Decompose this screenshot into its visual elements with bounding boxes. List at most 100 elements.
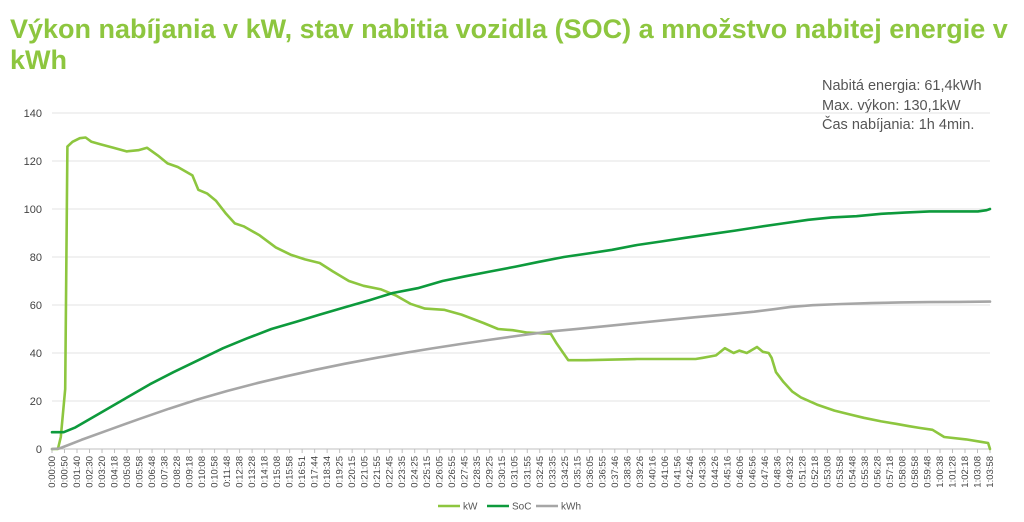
x-tick-label: 0:13:28 [247, 456, 258, 488]
x-tick-label: 0:09:18 [185, 456, 196, 488]
y-tick-label: 40 [30, 348, 42, 360]
x-tick-label: 0:45:16 [722, 456, 733, 488]
x-axis: 0:00:00 0:00:50 0:01:40 0:02:30 0:03:20 0:04:… [47, 449, 996, 488]
x-tick-label: 1:03:58 [985, 456, 996, 488]
y-tick-label: 140 [24, 108, 42, 120]
series-line-kw [50, 136, 992, 451]
x-tick-label: 0:06:48 [147, 456, 158, 488]
x-tick-label: 0:49:32 [785, 456, 796, 488]
x-tick-label: 0:47:46 [760, 456, 771, 488]
x-tick-label: 0:22:45 [385, 456, 396, 488]
x-tick-label: 0:42:46 [685, 456, 696, 488]
x-tick-label: 0:17:44 [310, 456, 321, 488]
x-tick-label: 0:59:48 [922, 456, 933, 488]
x-tick-label: 0:31:05 [510, 456, 521, 488]
y-tick-label: 100 [24, 204, 42, 216]
x-tick-label: 1:02:18 [960, 456, 971, 488]
series-line-kwh [50, 300, 992, 451]
x-tick-label: 0:27:45 [460, 456, 471, 488]
x-tick-label: 0:21:05 [360, 456, 371, 488]
x-tick-label: 0:10:08 [197, 456, 208, 488]
x-tick-label: 1:00:38 [935, 456, 946, 488]
legend-label-kw: kW [463, 502, 478, 513]
legend: kW SoC kWh [438, 502, 581, 513]
x-tick-label: 0:34:25 [560, 456, 571, 488]
x-tick-label: 0:12:38 [235, 456, 246, 488]
x-tick-label: 0:10:58 [210, 456, 221, 488]
x-tick-label: 0:05:08 [122, 456, 133, 488]
x-tick-label: 0:41:56 [672, 456, 683, 488]
x-tick-label: 0:15:58 [285, 456, 296, 488]
x-tick-label: 0:57:18 [885, 456, 896, 488]
x-tick-label: 0:33:35 [547, 456, 558, 488]
legend-label-kwh: kWh [561, 502, 581, 513]
x-tick-label: 0:03:20 [97, 456, 108, 488]
x-tick-label: 0:21:55 [372, 456, 383, 488]
x-tick-label: 0:30:15 [497, 456, 508, 488]
x-tick-label: 0:41:06 [660, 456, 671, 488]
y-tick-label: 20 [30, 396, 42, 408]
x-tick-label: 0:43:36 [697, 456, 708, 488]
x-tick-label: 0:31:55 [522, 456, 533, 488]
x-tick-label: 0:38:36 [622, 456, 633, 488]
x-tick-label: 0:46:06 [735, 456, 746, 488]
x-tick-label: 0:14:18 [260, 456, 271, 488]
x-tick-label: 0:25:15 [422, 456, 433, 488]
y-axis: 0 20 40 60 80 100 120 140 [24, 108, 42, 456]
chart-title: Výkon nabíjania v kW, stav nabitia vozid… [10, 14, 1008, 75]
x-tick-label: 0:08:28 [172, 456, 183, 488]
series-line-soc [50, 207, 992, 434]
charging-time-annotation: Čas nabíjania: 1h 4min. [822, 117, 975, 133]
gridlines [52, 112, 990, 450]
x-tick-label: 0:40:16 [647, 456, 658, 488]
x-tick-label: 0:05:58 [135, 456, 146, 488]
x-tick-label: 0:54:48 [847, 456, 858, 488]
x-tick-label: 0:00:00 [47, 456, 58, 488]
x-tick-label: 0:18:34 [322, 456, 333, 488]
x-tick-label: 0:20:15 [347, 456, 358, 488]
x-tick-label: 0:02:30 [85, 456, 96, 488]
x-tick-label: 0:29:25 [485, 456, 496, 488]
legend-label-soc: SoC [512, 502, 531, 513]
x-tick-label: 0:35:15 [572, 456, 583, 488]
y-tick-label: 120 [24, 156, 42, 168]
x-tick-label: 0:53:58 [835, 456, 846, 488]
x-tick-label: 0:16:51 [297, 456, 308, 488]
x-tick-label: 0:55:38 [860, 456, 871, 488]
charging-summary: Nabitá energia: 61,4kWh Max. výkon: 130,… [822, 77, 982, 136]
x-tick-label: 0:37:46 [610, 456, 621, 488]
x-tick-label: 0:15:08 [272, 456, 283, 488]
x-tick-label: 0:58:08 [897, 456, 908, 488]
x-tick-label: 0:39:26 [635, 456, 646, 488]
x-tick-label: 0:52:18 [810, 456, 821, 488]
y-tick-label: 80 [30, 252, 42, 264]
x-tick-label: 0:28:35 [472, 456, 483, 488]
y-tick-label: 60 [30, 300, 42, 312]
x-tick-label: 0:01:40 [72, 456, 83, 488]
charged-energy-annotation: Nabitá energia: 61,4kWh [822, 78, 982, 94]
x-tick-label: 0:32:45 [535, 456, 546, 488]
x-tick-label: 0:51:28 [797, 456, 808, 488]
x-tick-label: 0:23:35 [397, 456, 408, 488]
x-tick-label: 0:19:25 [335, 456, 346, 488]
max-power-annotation: Max. výkon: 130,1kW [822, 97, 961, 114]
x-tick-label: 0:24:25 [410, 456, 421, 488]
x-tick-label: 0:36:55 [597, 456, 608, 488]
x-tick-label: 1:01:28 [947, 456, 958, 488]
x-tick-label: 0:00:50 [60, 456, 71, 488]
y-tick-label: 0 [36, 444, 42, 456]
x-tick-label: 0:58:58 [910, 456, 921, 488]
x-tick-label: 0:44:26 [710, 456, 721, 488]
x-tick-label: 0:36:05 [585, 456, 596, 488]
x-tick-label: 0:53:08 [822, 456, 833, 488]
x-tick-label: 1:03:08 [972, 456, 983, 488]
series-lines [50, 136, 992, 451]
x-tick-label: 0:46:56 [747, 456, 758, 488]
x-tick-label: 0:07:38 [160, 456, 171, 488]
x-tick-label: 0:04:18 [110, 456, 121, 488]
x-tick-label: 0:26:55 [447, 456, 458, 488]
x-tick-label: 0:56:28 [872, 456, 883, 488]
x-tick-label: 0:26:05 [435, 456, 446, 488]
x-tick-label: 0:11:48 [222, 456, 233, 487]
